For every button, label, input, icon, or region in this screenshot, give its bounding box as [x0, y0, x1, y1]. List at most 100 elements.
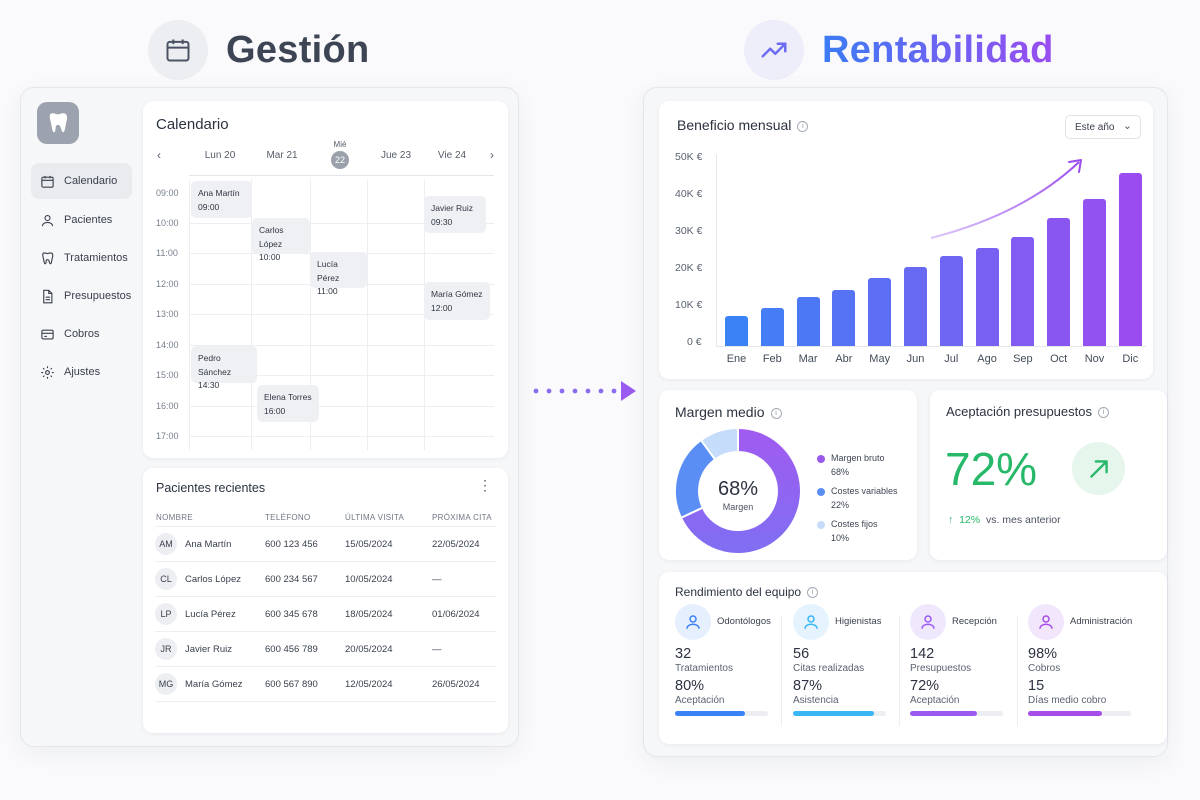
- x-tick-label: Feb: [762, 353, 782, 365]
- info-icon[interactable]: i: [807, 587, 819, 599]
- next-appointment: 01/06/2024: [432, 609, 480, 620]
- column-header: NOMBRE: [156, 513, 193, 522]
- x-tick-label: Sep: [1013, 353, 1033, 365]
- recent-patients-title: Pacientes recientes: [156, 481, 266, 495]
- margin-label: Margen: [722, 502, 754, 512]
- next-appointment: —: [432, 574, 442, 585]
- patient-name: Javier Ruiz: [185, 644, 232, 655]
- bar-jun: [904, 267, 927, 346]
- user-icon: [41, 214, 54, 226]
- y-tick-label: 40K €: [675, 188, 703, 200]
- user-icon: [910, 604, 946, 640]
- gear-icon: [41, 365, 54, 379]
- table-row[interactable]: AM Ana Martín 600 123 456 15/05/2024 22/…: [155, 527, 496, 562]
- patient-phone: 600 234 567: [265, 574, 318, 585]
- y-tick-label: 20K €: [675, 262, 703, 274]
- appointment[interactable]: María Gómez 12:00: [424, 282, 490, 320]
- bar-sep: [1011, 236, 1035, 346]
- avatar: CL: [155, 568, 177, 590]
- recent-patients-card: Pacientes recientes ⋮ NOMBRE TELÉFONO ÚL…: [143, 468, 508, 733]
- bar-feb: [760, 308, 784, 346]
- appointment[interactable]: Ana Martín 09:00: [191, 181, 252, 218]
- time-label: 09:00: [156, 188, 179, 198]
- y-tick-label: 0 €: [687, 336, 702, 348]
- last-visit: 18/05/2024: [345, 609, 393, 620]
- day-header[interactable]: Jue 23: [380, 150, 412, 161]
- time-label: 15:00: [156, 370, 179, 380]
- sidebar-item-label: Ajustes: [64, 366, 101, 378]
- info-icon[interactable]: i: [770, 407, 782, 419]
- day-header-today[interactable]: Mié 22: [310, 140, 370, 169]
- next-week-button[interactable]: ›: [490, 148, 494, 162]
- x-tick-label: Jun: [906, 353, 925, 365]
- rentabilidad-header: Rentabilidad: [744, 20, 1054, 80]
- appointment[interactable]: Lucía Pérez 11:00: [310, 252, 367, 296]
- time-label: 11:00: [156, 248, 178, 258]
- table-row[interactable]: JR Javier Ruiz 600 456 789 20/05/2024 —: [155, 632, 496, 667]
- sidebar-item-label: Presupuestos: [64, 290, 132, 302]
- period-select[interactable]: Este año ⌄: [1065, 115, 1141, 139]
- card-icon: [41, 329, 54, 339]
- team-group-recepcion: Recepción 142 Presupuestos 72% Aceptación: [910, 604, 1020, 716]
- bar-dic: [1118, 173, 1142, 346]
- next-appointment: 26/05/2024: [432, 679, 480, 690]
- table-row[interactable]: CL Carlos López 600 234 567 10/05/2024 —: [155, 562, 496, 597]
- margin-value: 68%: [717, 478, 759, 500]
- gestion-header: Gestión: [148, 20, 370, 80]
- bar-ene: [725, 315, 748, 346]
- flow-arrow: [533, 380, 643, 402]
- appointment[interactable]: Pedro Sánchez 14:30: [191, 346, 257, 390]
- sidebar-item-tratamientos[interactable]: Tratamientos: [31, 240, 132, 276]
- team-group-odontologos: Odontólogos 32 Tratamientos 80% Aceptación: [675, 604, 785, 716]
- table-row[interactable]: LP Lucía Pérez 600 345 678 18/05/2024 01…: [155, 597, 496, 632]
- info-icon[interactable]: i: [797, 120, 809, 132]
- x-tick-label: Dic: [1122, 353, 1139, 365]
- info-icon[interactable]: i: [1097, 407, 1109, 419]
- avatar: JR: [155, 638, 177, 660]
- patient-phone: 600 345 678: [265, 609, 318, 620]
- day-header[interactable]: Mar 21: [266, 150, 298, 161]
- sidebar-item-label: Tratamientos: [64, 252, 128, 264]
- time-label: 14:00: [156, 340, 179, 350]
- sidebar-item-calendario[interactable]: Calendario: [31, 163, 132, 199]
- y-tick-label: 30K €: [675, 225, 703, 237]
- more-options-icon[interactable]: ⋮: [478, 477, 492, 493]
- avatar: AM: [155, 533, 177, 555]
- team-title: Rendimiento del equipo: [675, 585, 802, 599]
- chevron-down-icon: ⌄: [1122, 120, 1132, 132]
- patient-phone: 600 567 890: [265, 679, 318, 690]
- bar-jul: [939, 255, 963, 346]
- day-header[interactable]: Vie 24: [437, 150, 467, 161]
- appointment[interactable]: Elena Torres 16:00: [257, 385, 319, 422]
- acceptance-card: Aceptación presupuestos i 72% ↑ 12% vs. m…: [930, 390, 1167, 560]
- team-group-administracion: Administración 98% Cobros 15 Días medio co…: [1028, 604, 1163, 716]
- progress-bar: [675, 711, 768, 716]
- bar-nov: [1083, 199, 1106, 346]
- x-tick-label: Nov: [1084, 353, 1105, 365]
- patient-name: Ana Martín: [185, 539, 232, 550]
- margin-card: Margen medio i 68% Margen Margen bruto 68%…: [659, 390, 917, 560]
- x-tick-label: May: [869, 353, 891, 365]
- sidebar-item-pacientes[interactable]: Pacientes: [31, 202, 132, 238]
- bar-abr: [832, 289, 856, 346]
- bar-mar: [796, 297, 820, 346]
- calendar-title: Calendario: [156, 116, 229, 133]
- period-select-value: Este año: [1075, 122, 1115, 133]
- appointment[interactable]: Carlos López 10:00: [252, 218, 310, 262]
- day-header[interactable]: Lun 20: [204, 150, 236, 161]
- table-row[interactable]: MG María Gómez 600 567 890 12/05/2024 26…: [155, 667, 496, 702]
- prev-week-button[interactable]: ‹: [157, 148, 161, 162]
- sidebar-item-cobros[interactable]: Cobros: [31, 316, 132, 352]
- sidebar-item-presupuestos[interactable]: Presupuestos: [31, 278, 132, 314]
- next-appointment: —: [432, 644, 442, 655]
- acceptance-title: Aceptación presupuestos: [946, 404, 1092, 419]
- trend-up-icon: [744, 20, 804, 80]
- margin-donut: [675, 428, 801, 554]
- team-card: Rendimiento del equipo i Odontólogos 32 Tr…: [659, 572, 1167, 744]
- document-icon: [43, 289, 53, 303]
- patient-phone: 600 123 456: [265, 539, 318, 550]
- sidebar-item-ajustes[interactable]: Ajustes: [31, 354, 132, 390]
- user-icon: [675, 604, 711, 640]
- appointment[interactable]: Javier Ruiz 09:30: [424, 196, 486, 233]
- next-appointment: 22/05/2024: [432, 539, 480, 550]
